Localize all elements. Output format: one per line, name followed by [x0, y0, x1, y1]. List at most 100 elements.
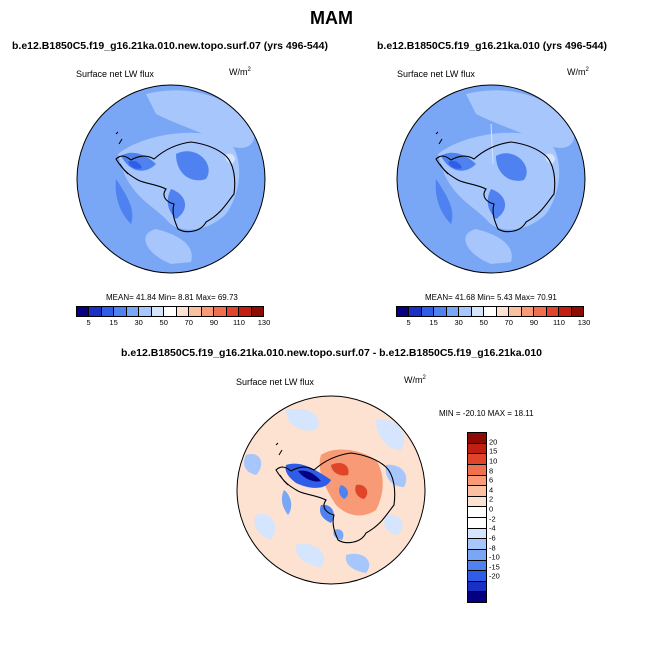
colorbar-tick-label: 70: [184, 318, 193, 327]
panel-1-colorbar-swatches: [76, 306, 264, 317]
colorbar-swatch: [151, 307, 165, 316]
colorbar-tick-label: 110: [232, 318, 245, 327]
colorbar-tick-label: 90: [209, 318, 219, 327]
diff-colorbar: [467, 432, 487, 603]
diff-panel-title: b.e12.B1850C5.f19_g16.21ka.010.new.topo.…: [120, 347, 543, 359]
colorbar-tick-label: 15: [489, 446, 498, 456]
colorbar-swatch: [101, 307, 115, 316]
colorbar-tick-label: -10: [489, 552, 500, 562]
colorbar-tick-label: 6: [489, 475, 494, 485]
colorbar-swatch: [226, 307, 240, 316]
panel-1-colorbar-ticks: 5 15 30 50 70 90 110 130: [76, 317, 270, 327]
diff-panel-variable: Surface net LW flux: [236, 377, 314, 387]
panel-2-units: W/m2: [567, 67, 589, 77]
colorbar-swatch: [468, 496, 486, 508]
colorbar-tick-label: 20: [489, 437, 498, 447]
colorbar-swatch: [468, 571, 486, 582]
colorbar-swatch: [434, 307, 447, 316]
colorbar-tick-label: 8: [489, 466, 494, 475]
panel-2-map: [396, 84, 586, 274]
colorbar-swatch: [201, 307, 215, 316]
colorbar-tick-label: 90: [529, 318, 539, 327]
colorbar-tick-label: -6: [489, 533, 496, 543]
colorbar-tick-label: 50: [159, 318, 168, 327]
colorbar-swatch: [521, 307, 535, 316]
colorbar-tick-label: 15: [109, 318, 118, 327]
colorbar-swatch: [546, 307, 560, 316]
colorbar-swatch: [421, 307, 435, 316]
colorbar-tick-label: -2: [489, 514, 496, 524]
colorbar-tick-label: 10: [489, 456, 498, 466]
colorbar-swatch: [496, 307, 510, 316]
colorbar-swatch: [409, 307, 422, 316]
panel-1-units: W/m2: [229, 67, 251, 77]
colorbar-tick-label: -4: [489, 523, 496, 533]
colorbar-swatch: [468, 475, 486, 487]
diff-colorbar-swatches: [467, 432, 487, 603]
colorbar-swatch: [126, 307, 140, 316]
colorbar-tick-label: -15: [489, 562, 500, 572]
colorbar-swatch: [559, 307, 572, 316]
colorbar-swatch: [468, 560, 486, 572]
colorbar-swatch: [468, 433, 486, 444]
colorbar-swatch: [468, 518, 486, 529]
colorbar-swatch: [468, 443, 486, 455]
diff-panel-units: W/m2: [404, 375, 426, 385]
diff-panel-stats: MIN = -20.10 MAX = 18.11: [439, 409, 534, 418]
panel-1-colorbar: 5 15 30 50 70 90 110 130: [76, 306, 270, 327]
colorbar-swatch: [139, 307, 152, 316]
colorbar-swatch: [89, 307, 102, 316]
colorbar-tick-label: 130: [577, 318, 591, 327]
colorbar-swatch: [534, 307, 547, 316]
main-title: MAM: [310, 8, 353, 28]
panel-2-colorbar-swatches: [396, 306, 584, 317]
panel-2-stats: MEAN= 41.68 Min= 5.43 Max= 70.91: [425, 293, 557, 302]
colorbar-swatch: [468, 486, 486, 497]
colorbar-swatch: [571, 307, 584, 316]
colorbar-swatch: [446, 307, 460, 316]
colorbar-swatch: [189, 307, 202, 316]
colorbar-swatch: [397, 307, 410, 316]
panel-1-variable: Surface net LW flux: [76, 69, 154, 79]
colorbar-swatch: [509, 307, 522, 316]
colorbar-tick-label: -8: [489, 543, 496, 552]
colorbar-swatch: [468, 539, 486, 550]
colorbar-tick-label: 50: [479, 318, 488, 327]
panel-1-title: b.e12.B1850C5.f19_g16.21ka.010.new.topo.…: [12, 40, 328, 52]
colorbar-swatch: [251, 307, 264, 316]
colorbar-tick-label: 2: [489, 494, 494, 504]
colorbar-swatch: [468, 464, 486, 476]
colorbar-tick-label: 5: [86, 318, 91, 327]
colorbar-tick-label: 110: [552, 318, 565, 327]
panel-2-variable: Surface net LW flux: [397, 69, 475, 79]
colorbar-swatch: [484, 307, 497, 316]
diff-panel-map: [236, 395, 426, 585]
panel-2-colorbar-ticks: 5 15 30 50 70 90 110 130: [396, 317, 590, 327]
colorbar-swatch: [114, 307, 127, 316]
colorbar-swatch: [77, 307, 90, 316]
panel-2-colorbar: 5 15 30 50 70 90 110 130: [396, 306, 590, 327]
colorbar-tick-label: 30: [134, 318, 143, 327]
diff-colorbar-ticks: 20 15 10 8 6 4 2 0 -2 -4 -6 -8 -10 -15 -20: [489, 432, 519, 586]
colorbar-swatch: [164, 307, 177, 316]
colorbar-tick-label: -20: [489, 571, 500, 581]
colorbar-swatch: [176, 307, 190, 316]
panel-1-map: [76, 84, 266, 274]
panel-2-title: b.e12.B1850C5.f19_g16.21ka.010 (yrs 496-…: [377, 40, 607, 52]
colorbar-swatch: [468, 454, 486, 465]
colorbar-swatch: [471, 307, 485, 316]
colorbar-swatch: [214, 307, 227, 316]
colorbar-swatch: [468, 581, 486, 593]
colorbar-tick-label: 5: [406, 318, 411, 327]
colorbar-tick-label: 70: [504, 318, 513, 327]
colorbar-swatch: [468, 528, 486, 540]
colorbar-swatch: [468, 592, 486, 602]
panel-1-stats: MEAN= 41.84 Min= 8.81 Max= 69.73: [106, 293, 238, 302]
colorbar-tick-label: 30: [454, 318, 463, 327]
colorbar-tick-label: 4: [489, 485, 494, 495]
colorbar-swatch: [468, 507, 486, 518]
colorbar-tick-label: 130: [257, 318, 271, 327]
colorbar-tick-label: 15: [429, 318, 438, 327]
colorbar-swatch: [468, 549, 486, 561]
colorbar-swatch: [239, 307, 252, 316]
